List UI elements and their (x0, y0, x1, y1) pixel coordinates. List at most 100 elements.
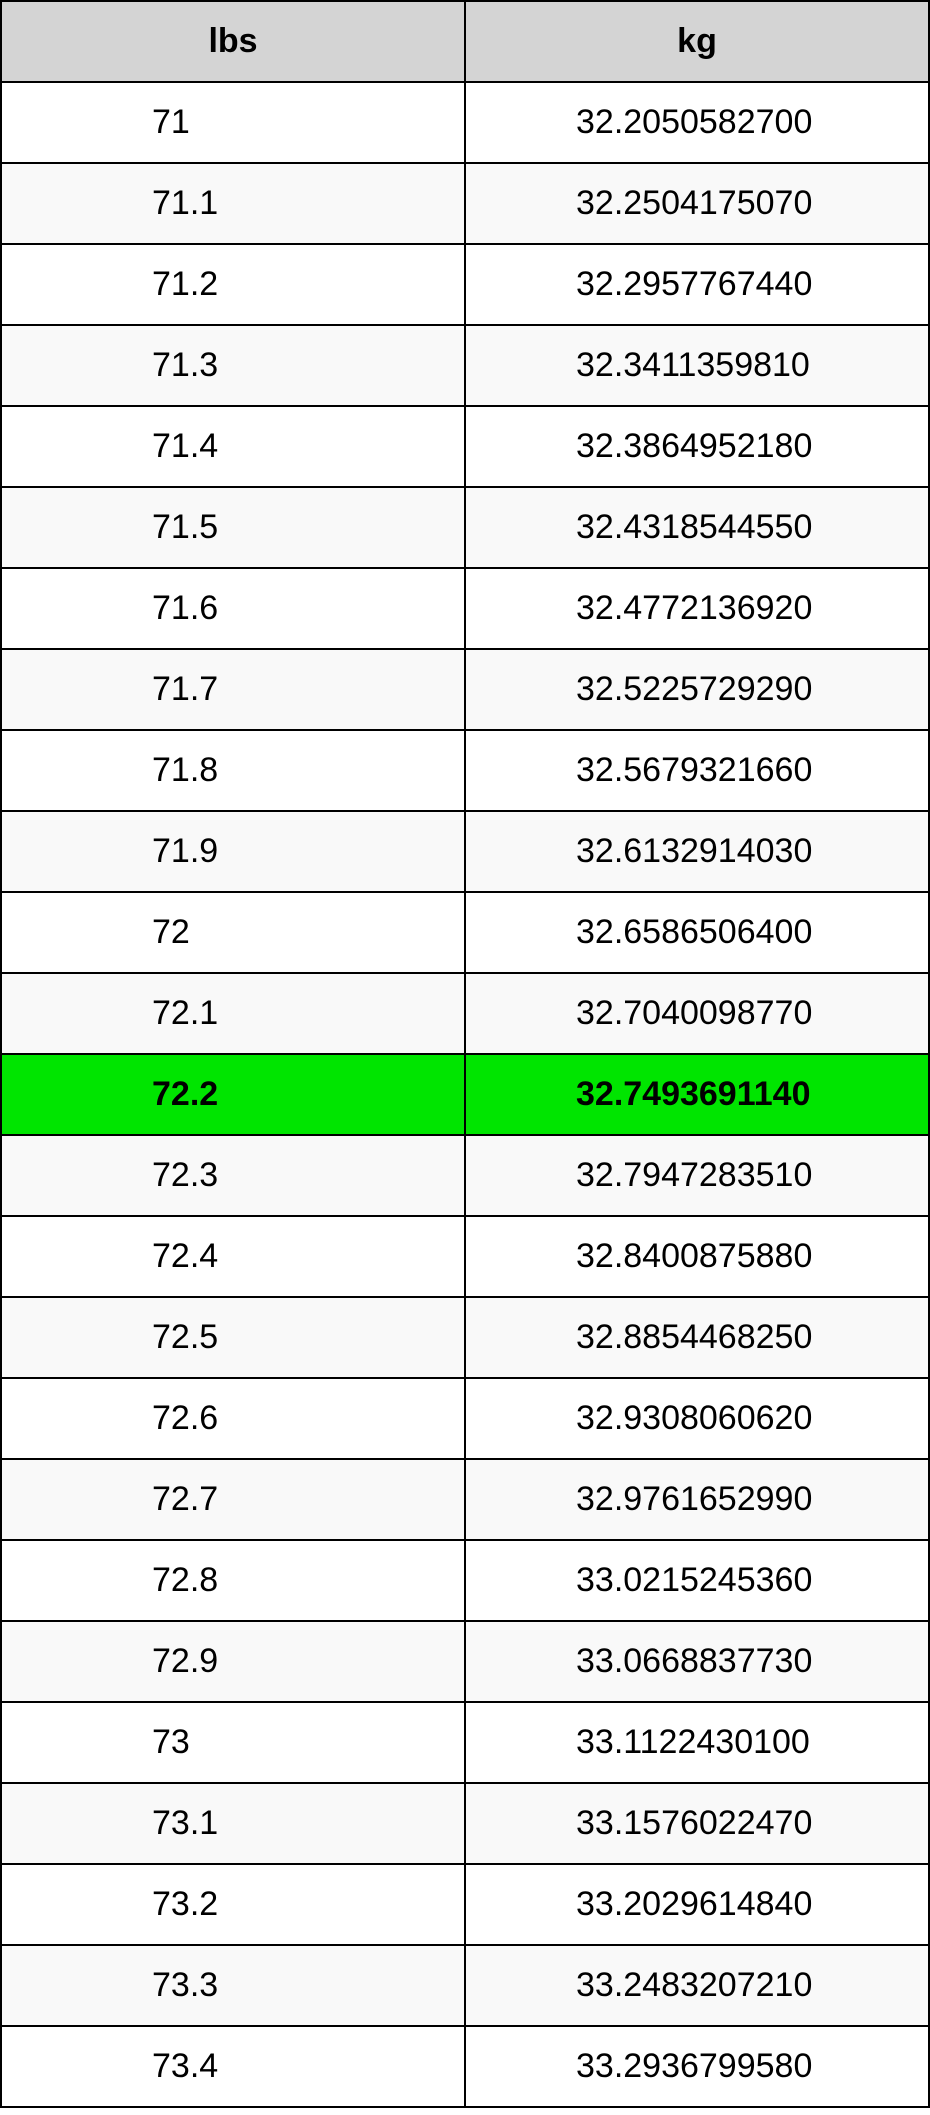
cell-kg: 32.9761652990 (465, 1459, 929, 1540)
cell-lbs: 72.2 (1, 1054, 465, 1135)
cell-kg: 32.2957767440 (465, 244, 929, 325)
cell-lbs-value: 73.2 (2, 1885, 464, 1924)
cell-kg-value: 33.0215245360 (466, 1561, 928, 1600)
cell-lbs-value: 71.4 (2, 427, 464, 466)
cell-lbs: 72.8 (1, 1540, 465, 1621)
table-row: 72.332.7947283510 (1, 1135, 929, 1216)
cell-lbs: 71.3 (1, 325, 465, 406)
table-row: 71.932.6132914030 (1, 811, 929, 892)
table-row: 71.632.4772136920 (1, 568, 929, 649)
cell-lbs: 71.5 (1, 487, 465, 568)
cell-lbs-value: 72.6 (2, 1399, 464, 1438)
cell-lbs-value: 72 (2, 913, 464, 952)
table-row: 72.933.0668837730 (1, 1621, 929, 1702)
table-row: 7132.2050582700 (1, 82, 929, 163)
cell-lbs: 72.1 (1, 973, 465, 1054)
table-row: 72.532.8854468250 (1, 1297, 929, 1378)
table-row: 72.632.9308060620 (1, 1378, 929, 1459)
cell-lbs-value: 72.9 (2, 1642, 464, 1681)
table-row: 71.332.3411359810 (1, 325, 929, 406)
cell-kg-value: 32.6132914030 (466, 832, 928, 871)
cell-kg-value: 33.1122430100 (466, 1723, 928, 1762)
table-row: 71.732.5225729290 (1, 649, 929, 730)
cell-kg-value: 32.4318544550 (466, 508, 928, 547)
cell-kg-value: 33.1576022470 (466, 1804, 928, 1843)
cell-lbs-value: 73.1 (2, 1804, 464, 1843)
cell-lbs-value: 71 (2, 103, 464, 142)
cell-kg-value: 32.3864952180 (466, 427, 928, 466)
cell-lbs: 73.3 (1, 1945, 465, 2026)
cell-lbs: 71.8 (1, 730, 465, 811)
cell-kg: 32.3864952180 (465, 406, 929, 487)
table-row: 73.333.2483207210 (1, 1945, 929, 2026)
table-row: 73.433.2936799580 (1, 2026, 929, 2107)
cell-kg: 32.8854468250 (465, 1297, 929, 1378)
column-header-lbs: lbs (1, 1, 465, 82)
cell-lbs: 71.4 (1, 406, 465, 487)
cell-kg-value: 32.8854468250 (466, 1318, 928, 1357)
cell-lbs: 71 (1, 82, 465, 163)
table-row: 71.432.3864952180 (1, 406, 929, 487)
cell-lbs: 72.3 (1, 1135, 465, 1216)
table-row: 71.832.5679321660 (1, 730, 929, 811)
cell-kg: 32.4318544550 (465, 487, 929, 568)
cell-lbs: 71.2 (1, 244, 465, 325)
cell-kg: 32.7040098770 (465, 973, 929, 1054)
table-header-row: lbs kg (1, 1, 929, 82)
table-row: 71.232.2957767440 (1, 244, 929, 325)
cell-lbs-value: 72.2 (2, 1075, 464, 1114)
cell-lbs: 72.9 (1, 1621, 465, 1702)
cell-kg: 32.3411359810 (465, 325, 929, 406)
cell-lbs: 72.7 (1, 1459, 465, 1540)
cell-kg-value: 32.6586506400 (466, 913, 928, 952)
cell-lbs-value: 72.5 (2, 1318, 464, 1357)
conversion-table-container: lbs kg 7132.205058270071.132.25041750707… (0, 0, 930, 2108)
cell-lbs-value: 71.2 (2, 265, 464, 304)
cell-kg-value: 33.0668837730 (466, 1642, 928, 1681)
cell-kg: 32.9308060620 (465, 1378, 929, 1459)
cell-lbs: 73.1 (1, 1783, 465, 1864)
cell-lbs-value: 73.3 (2, 1966, 464, 2005)
cell-lbs-value: 72.1 (2, 994, 464, 1033)
table-row: 7333.1122430100 (1, 1702, 929, 1783)
cell-lbs: 71.6 (1, 568, 465, 649)
column-header-kg: kg (465, 1, 929, 82)
cell-kg-value: 32.8400875880 (466, 1237, 928, 1276)
cell-kg: 32.6586506400 (465, 892, 929, 973)
cell-lbs-value: 72.7 (2, 1480, 464, 1519)
cell-lbs: 72.6 (1, 1378, 465, 1459)
table-body: 7132.205058270071.132.250417507071.232.2… (1, 82, 929, 2107)
table-row: 72.132.7040098770 (1, 973, 929, 1054)
cell-lbs: 71.7 (1, 649, 465, 730)
cell-kg-value: 32.2504175070 (466, 184, 928, 223)
cell-kg: 33.0215245360 (465, 1540, 929, 1621)
cell-lbs-value: 72.8 (2, 1561, 464, 1600)
cell-kg: 33.0668837730 (465, 1621, 929, 1702)
cell-kg: 33.1576022470 (465, 1783, 929, 1864)
cell-kg-value: 32.7040098770 (466, 994, 928, 1033)
cell-lbs-value: 72.4 (2, 1237, 464, 1276)
cell-kg: 32.6132914030 (465, 811, 929, 892)
cell-lbs-value: 71.8 (2, 751, 464, 790)
conversion-table: lbs kg 7132.205058270071.132.25041750707… (0, 0, 930, 2108)
cell-kg-value: 32.5679321660 (466, 751, 928, 790)
table-row: 71.132.2504175070 (1, 163, 929, 244)
table-row: 72.732.9761652990 (1, 1459, 929, 1540)
cell-kg-value: 32.4772136920 (466, 589, 928, 628)
cell-lbs: 72.5 (1, 1297, 465, 1378)
cell-kg: 32.2504175070 (465, 163, 929, 244)
cell-lbs-value: 71.6 (2, 589, 464, 628)
cell-lbs-value: 73.4 (2, 2047, 464, 2086)
cell-lbs: 71.1 (1, 163, 465, 244)
cell-kg-value: 33.2029614840 (466, 1885, 928, 1924)
cell-kg-value: 32.2050582700 (466, 103, 928, 142)
cell-kg: 33.2936799580 (465, 2026, 929, 2107)
table-row: 71.532.4318544550 (1, 487, 929, 568)
cell-kg: 33.2483207210 (465, 1945, 929, 2026)
cell-kg: 32.2050582700 (465, 82, 929, 163)
cell-kg: 32.7947283510 (465, 1135, 929, 1216)
cell-lbs-value: 73 (2, 1723, 464, 1762)
table-row: 7232.6586506400 (1, 892, 929, 973)
cell-kg-value: 32.7493691140 (466, 1075, 928, 1114)
cell-kg: 32.5679321660 (465, 730, 929, 811)
